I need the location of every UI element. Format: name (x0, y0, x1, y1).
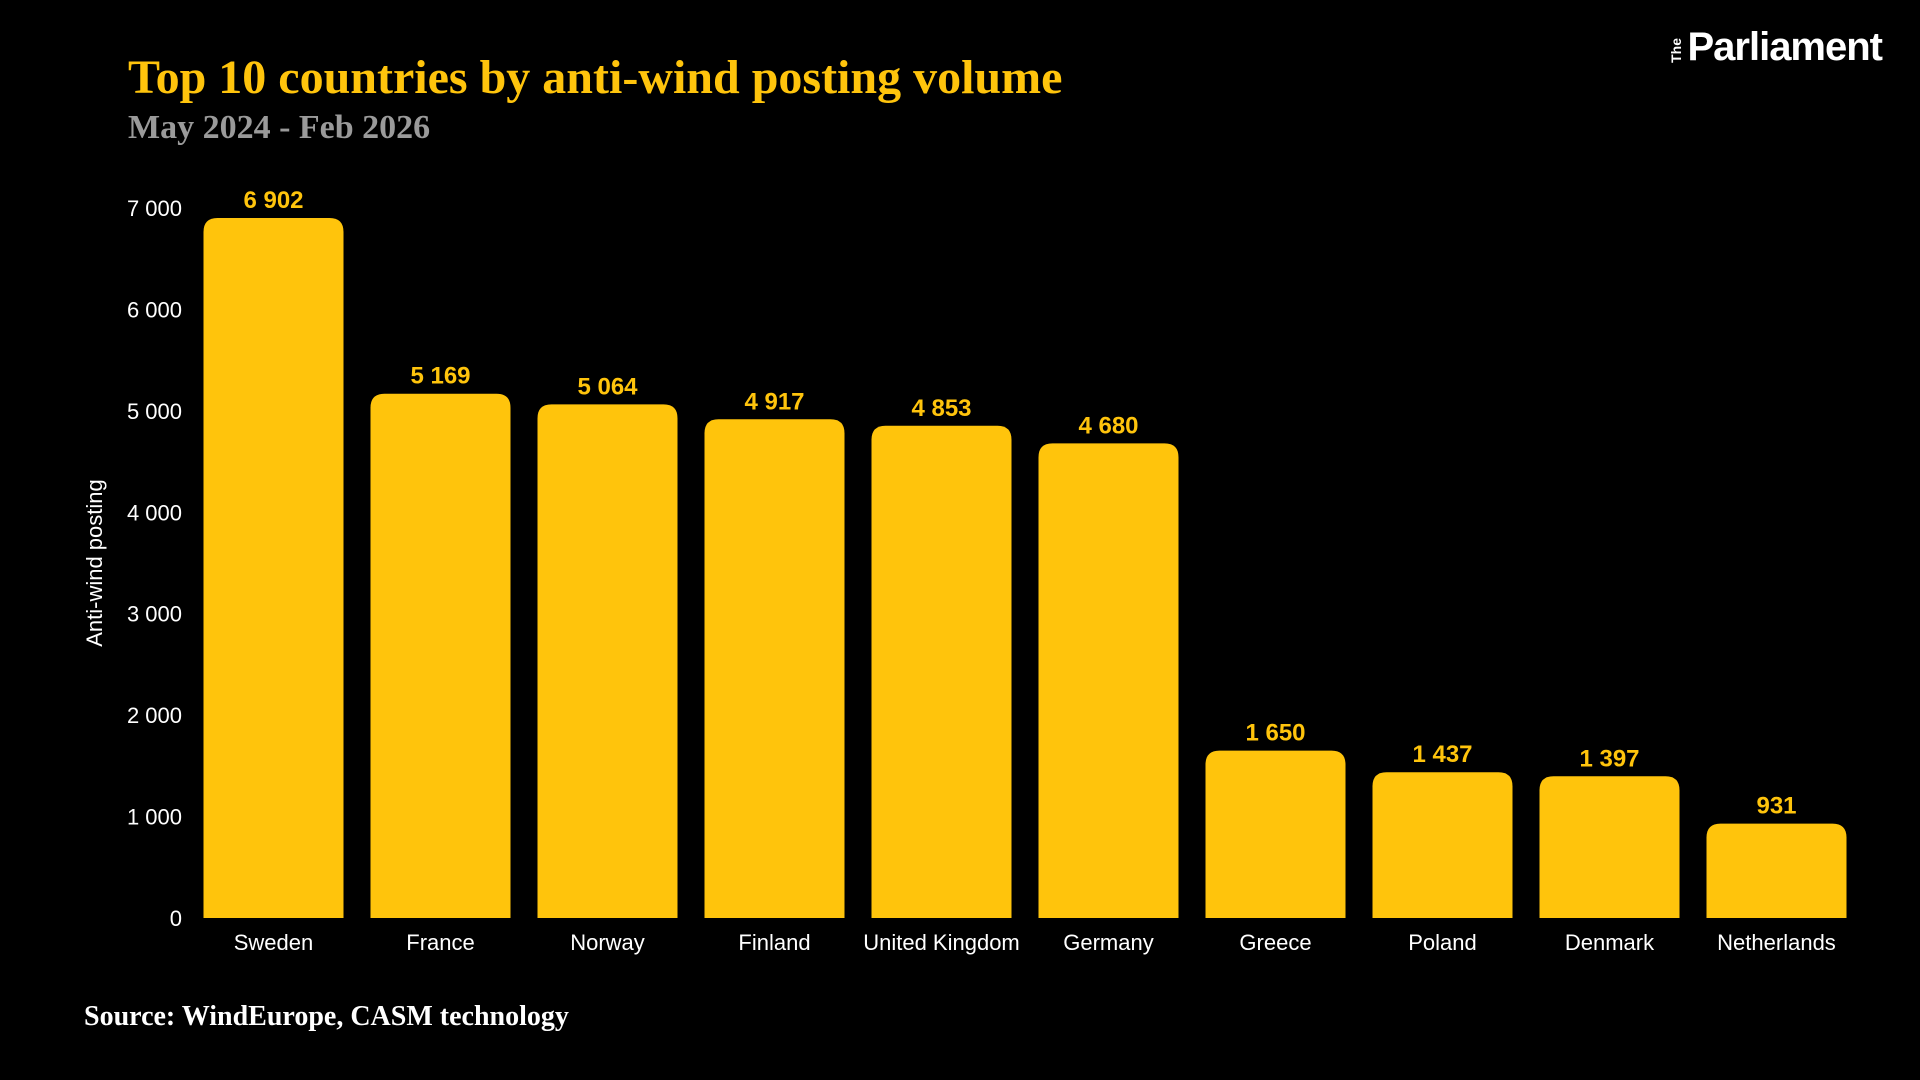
x-axis: Sweden France Norway Finland United Kingdom G… (234, 930, 1836, 955)
the-parliament-logo: The Parliament (1668, 24, 1883, 70)
bar (871, 425, 1012, 918)
y-tick-label: 1 000 (127, 805, 182, 830)
bar (537, 404, 678, 918)
x-tick-label: Netherlands (1717, 930, 1836, 955)
bar-value-label: 1 437 (1412, 741, 1472, 768)
x-tick-label: France (406, 930, 474, 955)
chart-title: Top 10 countries by anti-wind posting vo… (128, 51, 1063, 104)
logo-name-text: Parliament (1687, 25, 1883, 69)
y-tick-label: 5 000 (127, 399, 182, 424)
x-tick-label: Denmark (1565, 930, 1655, 955)
bar-value-label: 1 650 (1245, 720, 1305, 747)
bar (1038, 443, 1179, 918)
bar-value-label: 6 902 (243, 187, 303, 214)
y-tick-label: 4 000 (127, 500, 182, 525)
bar (203, 217, 344, 918)
y-tick-label: 3 000 (127, 602, 182, 627)
bar (1372, 772, 1513, 918)
bar (704, 419, 845, 918)
bar-value-label: 1 397 (1579, 745, 1639, 772)
x-tick-label: Poland (1408, 930, 1477, 955)
bars: 6 902 5 169 5 064 4 917 4 853 4 680 1 650 1 437… (203, 187, 1847, 919)
x-tick-label: Norway (570, 930, 645, 955)
bar (1539, 776, 1680, 918)
x-tick-label: Sweden (234, 930, 314, 955)
bar-chart: 0 1 000 2 000 3 000 4 000 5 000 6 000 7 000 Anti… (82, 187, 1847, 955)
bar-value-label: 4 680 (1078, 412, 1138, 439)
bar (1706, 823, 1847, 918)
bar-value-label: 4 917 (744, 388, 804, 415)
y-axis: 0 1 000 2 000 3 000 4 000 5 000 6 000 7 000 Anti… (82, 196, 182, 931)
x-tick-label: United Kingdom (863, 930, 1020, 955)
y-axis-label: Anti-wind posting (82, 479, 107, 647)
bar-value-label: 4 853 (911, 395, 971, 422)
chart-subtitle: May 2024 - Feb 2026 (128, 109, 431, 146)
y-tick-label: 6 000 (127, 297, 182, 322)
x-tick-label: Germany (1063, 930, 1153, 955)
bar-value-label: 5 169 (410, 363, 470, 390)
x-tick-label: Finland (738, 930, 810, 955)
y-tick-label: 7 000 (127, 196, 182, 221)
y-tick-label: 2 000 (127, 703, 182, 728)
bar (1205, 750, 1346, 918)
source-note: Source: WindEurope, CASM technology (84, 1001, 569, 1032)
y-tick-label: 0 (170, 906, 182, 931)
x-tick-label: Greece (1239, 930, 1311, 955)
bar-value-label: 931 (1756, 793, 1796, 820)
bar-value-label: 5 064 (577, 373, 638, 400)
bar (370, 393, 511, 919)
